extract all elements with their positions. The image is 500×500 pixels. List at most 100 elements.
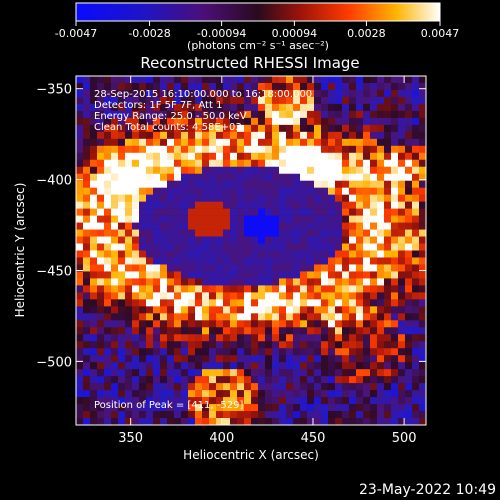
heatmap-cell — [153, 411, 161, 419]
heatmap-cell — [195, 194, 203, 202]
heatmap-cell — [132, 187, 140, 195]
heatmap-cell — [391, 376, 399, 384]
heatmap-cell — [223, 257, 231, 265]
heatmap-cell — [139, 404, 147, 412]
heatmap-cell — [188, 180, 196, 188]
heatmap-cell — [307, 96, 315, 105]
heatmap-cell — [209, 278, 217, 286]
heatmap-cell — [230, 103, 238, 112]
heatmap-cell — [398, 145, 406, 154]
heatmap-cell — [118, 117, 126, 126]
heatmap-cell — [104, 418, 112, 426]
heatmap-cell — [139, 76, 147, 84]
heatmap-cell — [412, 173, 420, 181]
heatmap-cell — [342, 306, 350, 314]
heatmap-cell — [307, 145, 315, 154]
heatmap-cell — [230, 117, 238, 126]
heatmap-cell — [195, 306, 203, 314]
heatmap-cell — [160, 369, 168, 377]
heatmap-cell — [307, 362, 315, 370]
heatmap-cell — [132, 362, 140, 370]
heatmap-cell — [419, 334, 427, 342]
heatmap-cell — [83, 201, 91, 209]
heatmap-cell — [104, 222, 112, 230]
heatmap-cell — [321, 397, 329, 405]
heatmap-cell — [111, 278, 119, 286]
heatmap-cell — [223, 334, 231, 342]
heatmap-cell — [398, 250, 406, 258]
heatmap-cell — [237, 152, 245, 161]
heatmap-cell — [377, 257, 385, 265]
heatmap-cell — [118, 292, 126, 300]
heatmap-cell — [216, 250, 224, 258]
heatmap-cell — [132, 180, 140, 188]
heatmap-cell — [335, 159, 343, 168]
heatmap-cell — [181, 110, 189, 119]
heatmap-cell — [146, 96, 154, 105]
heatmap-cell — [195, 292, 203, 300]
heatmap-cell — [349, 89, 357, 98]
heatmap-cell — [153, 257, 161, 265]
heatmap-cell — [132, 313, 140, 321]
heatmap-cell — [265, 76, 273, 84]
heatmap-cell — [279, 341, 287, 349]
heatmap-cell — [363, 215, 371, 223]
heatmap-cell — [384, 404, 392, 412]
heatmap-cell — [419, 278, 427, 286]
heatmap-cell — [251, 124, 259, 133]
heatmap-cell — [258, 89, 266, 98]
heatmap-cell — [412, 89, 420, 98]
heatmap-cell — [202, 355, 210, 363]
heatmap-cell — [76, 327, 84, 335]
heatmap-cell — [188, 145, 196, 154]
heatmap-cell — [377, 278, 385, 286]
heatmap-cell — [356, 222, 364, 230]
heatmap-cell — [384, 166, 392, 175]
heatmap-cell — [174, 131, 182, 140]
heatmap-cell — [223, 166, 231, 175]
heatmap-cell — [293, 292, 301, 300]
heatmap-cell — [139, 355, 147, 363]
heatmap-cell — [244, 117, 252, 126]
heatmap-cell — [370, 194, 378, 202]
heatmap-cell — [167, 159, 175, 168]
heatmap-cell — [419, 243, 427, 251]
heatmap-cell — [384, 278, 392, 286]
heatmap-cell — [363, 96, 371, 105]
heatmap-cell — [125, 278, 133, 286]
heatmap-cell — [97, 110, 105, 119]
heatmap-cell — [104, 285, 112, 293]
heatmap-cell — [286, 243, 294, 251]
heatmap-cell — [188, 215, 196, 223]
heatmap-cell — [377, 89, 385, 98]
heatmap-cell — [328, 166, 336, 175]
heatmap-cell — [97, 418, 105, 426]
heatmap-cell — [174, 306, 182, 314]
heatmap-cell — [356, 180, 364, 188]
heatmap-cell — [279, 320, 287, 328]
heatmap-cell — [377, 222, 385, 230]
heatmap-cell — [384, 383, 392, 391]
heatmap-cell — [293, 327, 301, 335]
heatmap-cell — [174, 313, 182, 321]
heatmap-cell — [181, 390, 189, 398]
heatmap-cell — [188, 278, 196, 286]
heatmap-cell — [216, 320, 224, 328]
heatmap-cell — [244, 320, 252, 328]
heatmap-cell — [363, 110, 371, 119]
heatmap-cell — [174, 250, 182, 258]
heatmap-cell — [293, 362, 301, 370]
heatmap-cell — [153, 271, 161, 279]
heatmap-cell — [286, 159, 294, 168]
heatmap-cell — [174, 320, 182, 328]
heatmap-cell — [419, 82, 427, 91]
heatmap-cell — [300, 110, 308, 119]
heatmap-cell — [335, 229, 343, 237]
heatmap-cell — [405, 131, 413, 140]
heatmap-cell — [167, 376, 175, 384]
heatmap-cell — [398, 257, 406, 265]
heatmap-cell — [272, 334, 280, 342]
heatmap-cell — [216, 173, 224, 181]
heatmap-cell — [237, 138, 245, 147]
heatmap-cell — [251, 96, 259, 105]
